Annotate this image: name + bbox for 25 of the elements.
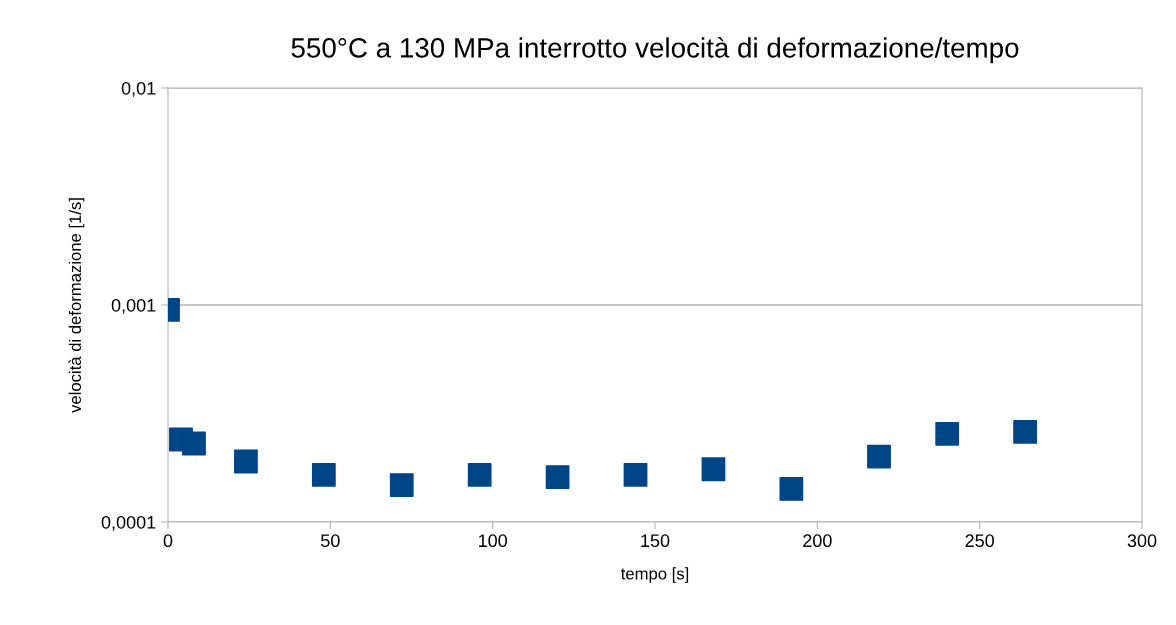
y-tick-label: 0,0001	[101, 515, 156, 531]
point	[867, 444, 891, 469]
point	[467, 462, 492, 487]
point	[701, 457, 726, 482]
y-tick-label: 0,001	[111, 298, 156, 314]
x-tick-label: 150	[641, 534, 670, 548]
chart-title: 550°C a 130 MPa interrotto velocità di deformazione/tempo	[291, 36, 1019, 64]
x-tick-label: 300	[1127, 534, 1157, 548]
x-tick-label: 200	[803, 534, 832, 548]
point	[182, 431, 206, 456]
y-axis-title: velocità di deformazione [1/s]	[68, 198, 85, 413]
x-tick-label: 100	[478, 534, 508, 548]
point	[1013, 420, 1038, 444]
point	[389, 473, 414, 497]
x-tick-label: 0	[163, 534, 173, 548]
x-tick-label: 50	[321, 534, 340, 548]
x-tick-label: 250	[965, 534, 995, 548]
point	[935, 421, 960, 446]
point	[623, 462, 648, 487]
point	[311, 462, 336, 487]
y-tick-label: 0,01	[121, 81, 156, 97]
x-axis-title: tempo [s]	[620, 567, 689, 583]
point	[545, 465, 570, 490]
point	[779, 477, 804, 501]
point	[234, 449, 258, 474]
